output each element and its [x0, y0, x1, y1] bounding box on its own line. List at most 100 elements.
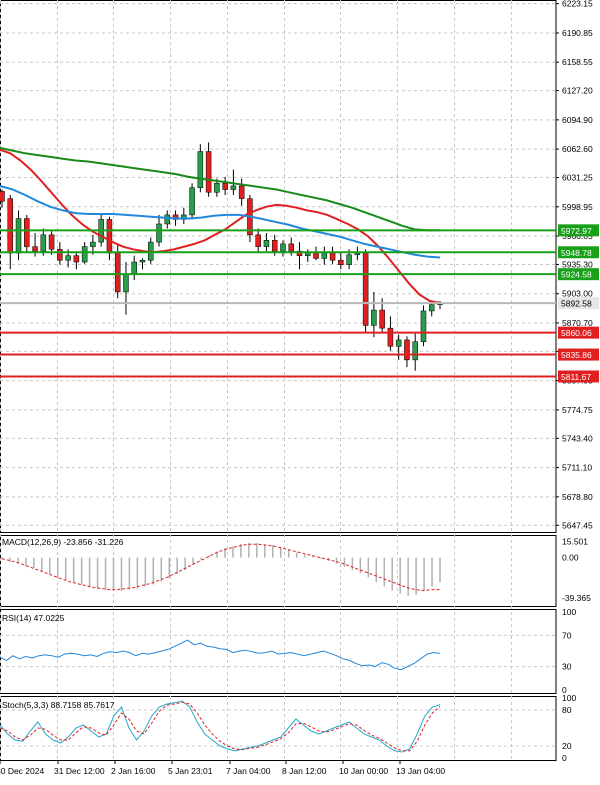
time-tick-label: 10 Jan 00:00	[339, 766, 388, 776]
candle-body	[106, 219, 113, 254]
candle-body	[15, 218, 22, 254]
rsi-tick-label: 100	[562, 607, 576, 617]
level-label-bg	[558, 326, 599, 339]
time-tick-label: 30 Dec 2024	[0, 766, 44, 776]
price-tick-label: 6094.90	[562, 115, 593, 125]
price-tick-label: 5998.95	[562, 202, 593, 212]
macd-indicator-label: MACD(12,26,9) -23.856 -31.226	[2, 537, 124, 547]
candle-body	[362, 252, 369, 326]
candle-body	[313, 252, 319, 259]
candle-body	[73, 255, 80, 263]
level-label-bg	[558, 297, 599, 310]
level-label-bg	[558, 268, 599, 281]
rsi-line	[0, 639, 441, 671]
candle-body	[164, 214, 171, 225]
macd-tick-label: 15.501	[562, 537, 588, 547]
candle-body	[428, 304, 435, 312]
candle-body	[81, 246, 88, 263]
rsi-panel-frame	[0, 609, 557, 694]
stoch-main-line	[0, 700, 441, 753]
candle-body	[230, 185, 237, 190]
candle-body	[321, 252, 328, 259]
macd-tick-label: -39.365	[562, 593, 591, 603]
candle-body	[329, 252, 336, 261]
candle-body	[379, 309, 385, 329]
candle-body	[131, 261, 137, 275]
candle-body	[420, 310, 427, 342]
candle-body	[280, 243, 286, 252]
candle-body	[412, 341, 418, 361]
level-label: 5924.58	[561, 270, 592, 280]
level-label-bg	[558, 224, 599, 237]
candle-body	[65, 255, 71, 261]
rsi-tick-label: 30	[562, 662, 572, 672]
macd-panel	[1, 543, 441, 596]
candle-body	[123, 273, 129, 293]
grid-lines	[0, 0, 556, 760]
candle-body	[156, 223, 162, 243]
candle-body	[48, 234, 55, 250]
price-axis: 6223.15 6190.85 6158.55 6127.20 6094.90 6062.…	[556, 0, 599, 763]
candle-body	[395, 339, 402, 347]
candle-body	[305, 252, 311, 256]
time-axis: 30 Dec 2024 31 Dec 12:00 2 Jan 16:00 5 Jan …	[0, 760, 445, 776]
candle-body	[90, 241, 96, 247]
price-tick-label: 6031.25	[562, 173, 593, 183]
level-label: 5892.58	[561, 299, 592, 309]
level-label: 5948.78	[561, 248, 592, 258]
price-tick-label: 6190.85	[562, 28, 593, 38]
candle-body	[338, 259, 344, 265]
level-label-bg	[558, 348, 599, 361]
stoch-panel	[0, 700, 556, 753]
stoch-tick-label: 20	[562, 741, 572, 751]
candle-body	[139, 259, 146, 263]
macd-tick-label: 0.00	[562, 553, 579, 563]
rsi-tick-label: 70	[562, 630, 572, 640]
candle-body	[24, 218, 30, 247]
candle-body	[387, 327, 394, 347]
candle-body	[32, 246, 38, 252]
level-label: 5860.06	[561, 328, 592, 338]
candle-body	[7, 198, 14, 254]
candle-body	[222, 182, 228, 190]
price-tick-label: 5774.75	[562, 405, 593, 415]
candle-body	[371, 309, 377, 326]
candle-body	[214, 182, 220, 193]
price-tick-label: 5647.45	[562, 520, 593, 530]
rsi-indicator-label: RSI(14) 47.0225	[2, 613, 65, 623]
price-tick-label: 5678.80	[562, 492, 593, 502]
candle-body	[114, 252, 121, 293]
candle-body	[296, 250, 303, 256]
stoch-tick-label: 80	[562, 705, 572, 715]
level-label: 5835.86	[561, 350, 592, 360]
rsi-panel	[0, 634, 556, 671]
moving-average-line	[0, 146, 440, 232]
candle-body	[255, 234, 261, 247]
time-tick-label: 8 Jan 12:00	[282, 766, 327, 776]
candle-body	[346, 254, 352, 265]
price-tick-label: 6062.60	[562, 144, 593, 154]
moving-average-line	[0, 148, 441, 304]
candle-body	[288, 243, 294, 252]
price-tick-label: 5935.30	[562, 259, 593, 269]
moving-average-line	[0, 184, 441, 259]
price-tick-label: 5870.70	[562, 318, 593, 328]
candle-body	[40, 234, 47, 252]
time-tick-label: 7 Jan 04:00	[226, 766, 271, 776]
candle-body	[197, 151, 204, 188]
macd-signal-line	[1, 543, 440, 592]
candle-body	[57, 249, 63, 261]
price-tick-label: 5903.00	[562, 289, 593, 299]
stoch-indicator-label: Stoch(5,3,3) 88.7158 85.7617	[2, 700, 115, 710]
level-label: 5972.97	[561, 226, 592, 236]
candle-body	[0, 191, 5, 202]
stoch-signal-line	[0, 701, 441, 752]
time-tick-label: 2 Jan 16:00	[111, 766, 156, 776]
candle-body	[271, 240, 278, 252]
level-label-bg	[558, 370, 599, 383]
price-tick-label: 6223.15	[562, 0, 593, 9]
candle-body	[205, 151, 212, 193]
level-label: 5811.67	[561, 372, 591, 382]
price-tick-label: 5743.40	[562, 433, 593, 443]
